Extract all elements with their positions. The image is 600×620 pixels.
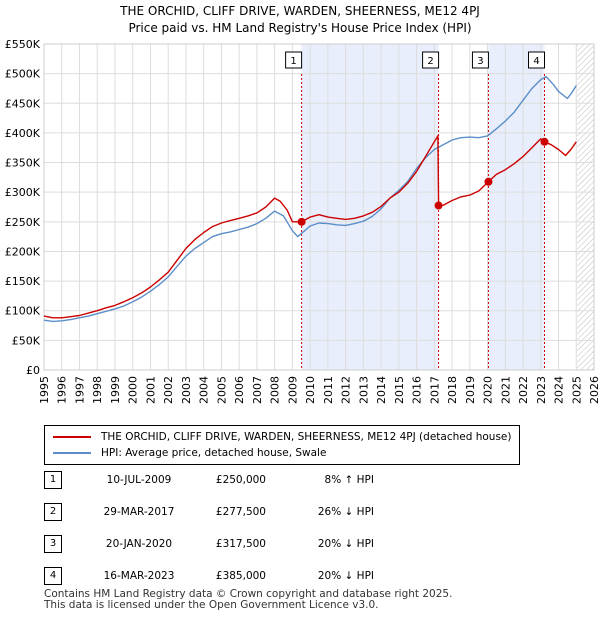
sale-flag-label-1: 1	[290, 56, 296, 67]
legend-item-hpi: HPI: Average price, detached house, Swal…	[53, 445, 326, 461]
chart-subtitle: Price paid vs. HM Land Registry's House …	[128, 21, 472, 35]
sale-point-3	[484, 177, 493, 186]
legend: THE ORCHID, CLIFF DRIVE, WARDEN, SHEERNE…	[44, 425, 520, 465]
y-tick-label: £200K	[5, 245, 41, 258]
sale-marker-4: 4	[44, 567, 62, 585]
x-tick-label: 2010	[304, 376, 317, 404]
sale-flag-box-3	[471, 51, 489, 69]
y-tick-label: £0	[26, 364, 40, 377]
x-tick-label: 2006	[233, 376, 246, 404]
x-tick-label: 2024	[553, 376, 566, 404]
legend-label-property: THE ORCHID, CLIFF DRIVE, WARDEN, SHEERNE…	[101, 431, 512, 443]
x-tick-label: 1995	[38, 376, 51, 404]
x-tick-label: 1997	[73, 376, 86, 404]
x-tick-label: 2005	[215, 376, 228, 404]
x-tick-label: 2026	[588, 376, 600, 404]
sale-flag-label-2: 2	[427, 56, 433, 67]
sale-flag-box-1	[285, 51, 303, 69]
legend-swatch-hpi	[53, 452, 91, 454]
sale-hpi-diff: 26% ↓ HPI	[317, 506, 374, 518]
x-tick-label: 2014	[375, 376, 388, 404]
sale-price: £250,000	[215, 474, 266, 486]
x-tick-label: 2025	[570, 376, 583, 404]
sale-price: £277,500	[215, 506, 266, 518]
sale-date: 20-JAN-2020	[105, 538, 173, 550]
sale-date: 10-JUL-2009	[106, 474, 172, 486]
sale-date: 16-MAR-2023	[103, 570, 175, 582]
x-tick-label: 2015	[393, 376, 406, 404]
sale-row-2: 2 29-MAR-2017 £277,500 26% ↓ HPI	[44, 503, 404, 521]
legend-item-property: THE ORCHID, CLIFF DRIVE, WARDEN, SHEERNE…	[53, 429, 511, 445]
x-tick-label: 2001	[144, 376, 157, 404]
sale-marker-1: 1	[44, 471, 62, 489]
x-tick-label: 2019	[464, 376, 477, 404]
x-tick-label: 1999	[109, 376, 122, 404]
footer-line2: This data is licensed under the Open Gov…	[44, 599, 379, 611]
y-tick-label: £550K	[5, 38, 41, 51]
sale-hpi-diff: 20% ↓ HPI	[317, 538, 374, 550]
y-tick-label: £100K	[5, 305, 41, 318]
x-tick-label: 2007	[251, 376, 264, 404]
sale-flag-label-3: 3	[477, 56, 483, 67]
x-tick-label: 2003	[180, 376, 193, 404]
sale-point-4	[540, 137, 549, 146]
sale-price: £385,000	[215, 570, 266, 582]
x-tick-label: 2016	[411, 376, 424, 404]
x-tick-label: 1998	[91, 376, 104, 404]
x-tick-label: 2022	[517, 376, 530, 404]
x-tick-label: 2000	[127, 376, 140, 404]
sale-flag-box-4	[528, 51, 545, 69]
sale-hpi-diff: 8% ↑ HPI	[324, 474, 374, 486]
x-tick-label: 2013	[357, 376, 370, 404]
legend-swatch-property	[53, 436, 91, 438]
x-tick-label: 2020	[482, 376, 495, 404]
y-tick-label: £350K	[5, 157, 41, 170]
sale-date: 29-MAR-2017	[103, 506, 175, 518]
sale-price: £317,500	[215, 538, 266, 550]
x-tick-label: 2018	[446, 376, 459, 404]
x-tick-label: 2009	[286, 376, 299, 404]
sale-row-3: 3 20-JAN-2020 £317,500 20% ↓ HPI	[44, 535, 404, 553]
sale-flag-box-2	[422, 51, 440, 69]
sale-row-1: 1 10-JUL-2009 £250,000 8% ↑ HPI	[44, 471, 404, 489]
sale-hpi-diff: 20% ↓ HPI	[317, 570, 374, 582]
x-tick-label: 2023	[535, 376, 548, 404]
x-tick-label: 1996	[56, 376, 69, 404]
hpi-line	[43, 75, 577, 323]
y-tick-label: £400K	[5, 127, 41, 140]
chart-title: THE ORCHID, CLIFF DRIVE, WARDEN, SHEERNE…	[0, 3, 600, 37]
x-tick-label: 2004	[198, 376, 211, 404]
chart-title-line1: THE ORCHID, CLIFF DRIVE, WARDEN, SHEERNE…	[120, 4, 480, 18]
price-chart: £0 £50K £100K £150K £200K £250K £300K £350K £400…	[5, 38, 600, 404]
x-tick-label: 2002	[162, 376, 175, 404]
shaded-range-2	[488, 44, 545, 370]
sale-marker-2: 2	[44, 503, 62, 521]
sale-flag-label-4: 4	[533, 56, 539, 67]
sale-point-1	[297, 217, 306, 226]
y-tick-label: £250K	[5, 216, 41, 229]
y-tick-label: £150K	[5, 275, 41, 288]
plot-frame	[43, 43, 595, 371]
forecast-hatch	[577, 44, 594, 370]
x-tick-label: 2017	[428, 376, 441, 404]
footer: Contains HM Land Registry data © Crown c…	[44, 589, 452, 611]
x-tick-label: 2021	[499, 376, 512, 404]
y-tick-label: £50K	[12, 334, 41, 347]
footer-line1: Contains HM Land Registry data © Crown c…	[44, 588, 453, 600]
y-tick-label: £500K	[5, 68, 41, 81]
y-tick-label: £300K	[5, 186, 41, 199]
shaded-range-1	[301, 44, 439, 370]
legend-label-hpi: HPI: Average price, detached house, Swal…	[101, 447, 327, 459]
x-tick-label: 2012	[340, 376, 353, 404]
x-tick-label: 2008	[269, 376, 282, 404]
property-price-line	[43, 135, 577, 319]
sale-marker-3: 3	[44, 535, 62, 553]
sale-point-2	[434, 201, 443, 210]
x-tick-label: 2011	[322, 376, 335, 404]
sale-row-4: 4 16-MAR-2023 £385,000 20% ↓ HPI	[44, 567, 404, 585]
y-tick-label: £450K	[5, 97, 41, 110]
